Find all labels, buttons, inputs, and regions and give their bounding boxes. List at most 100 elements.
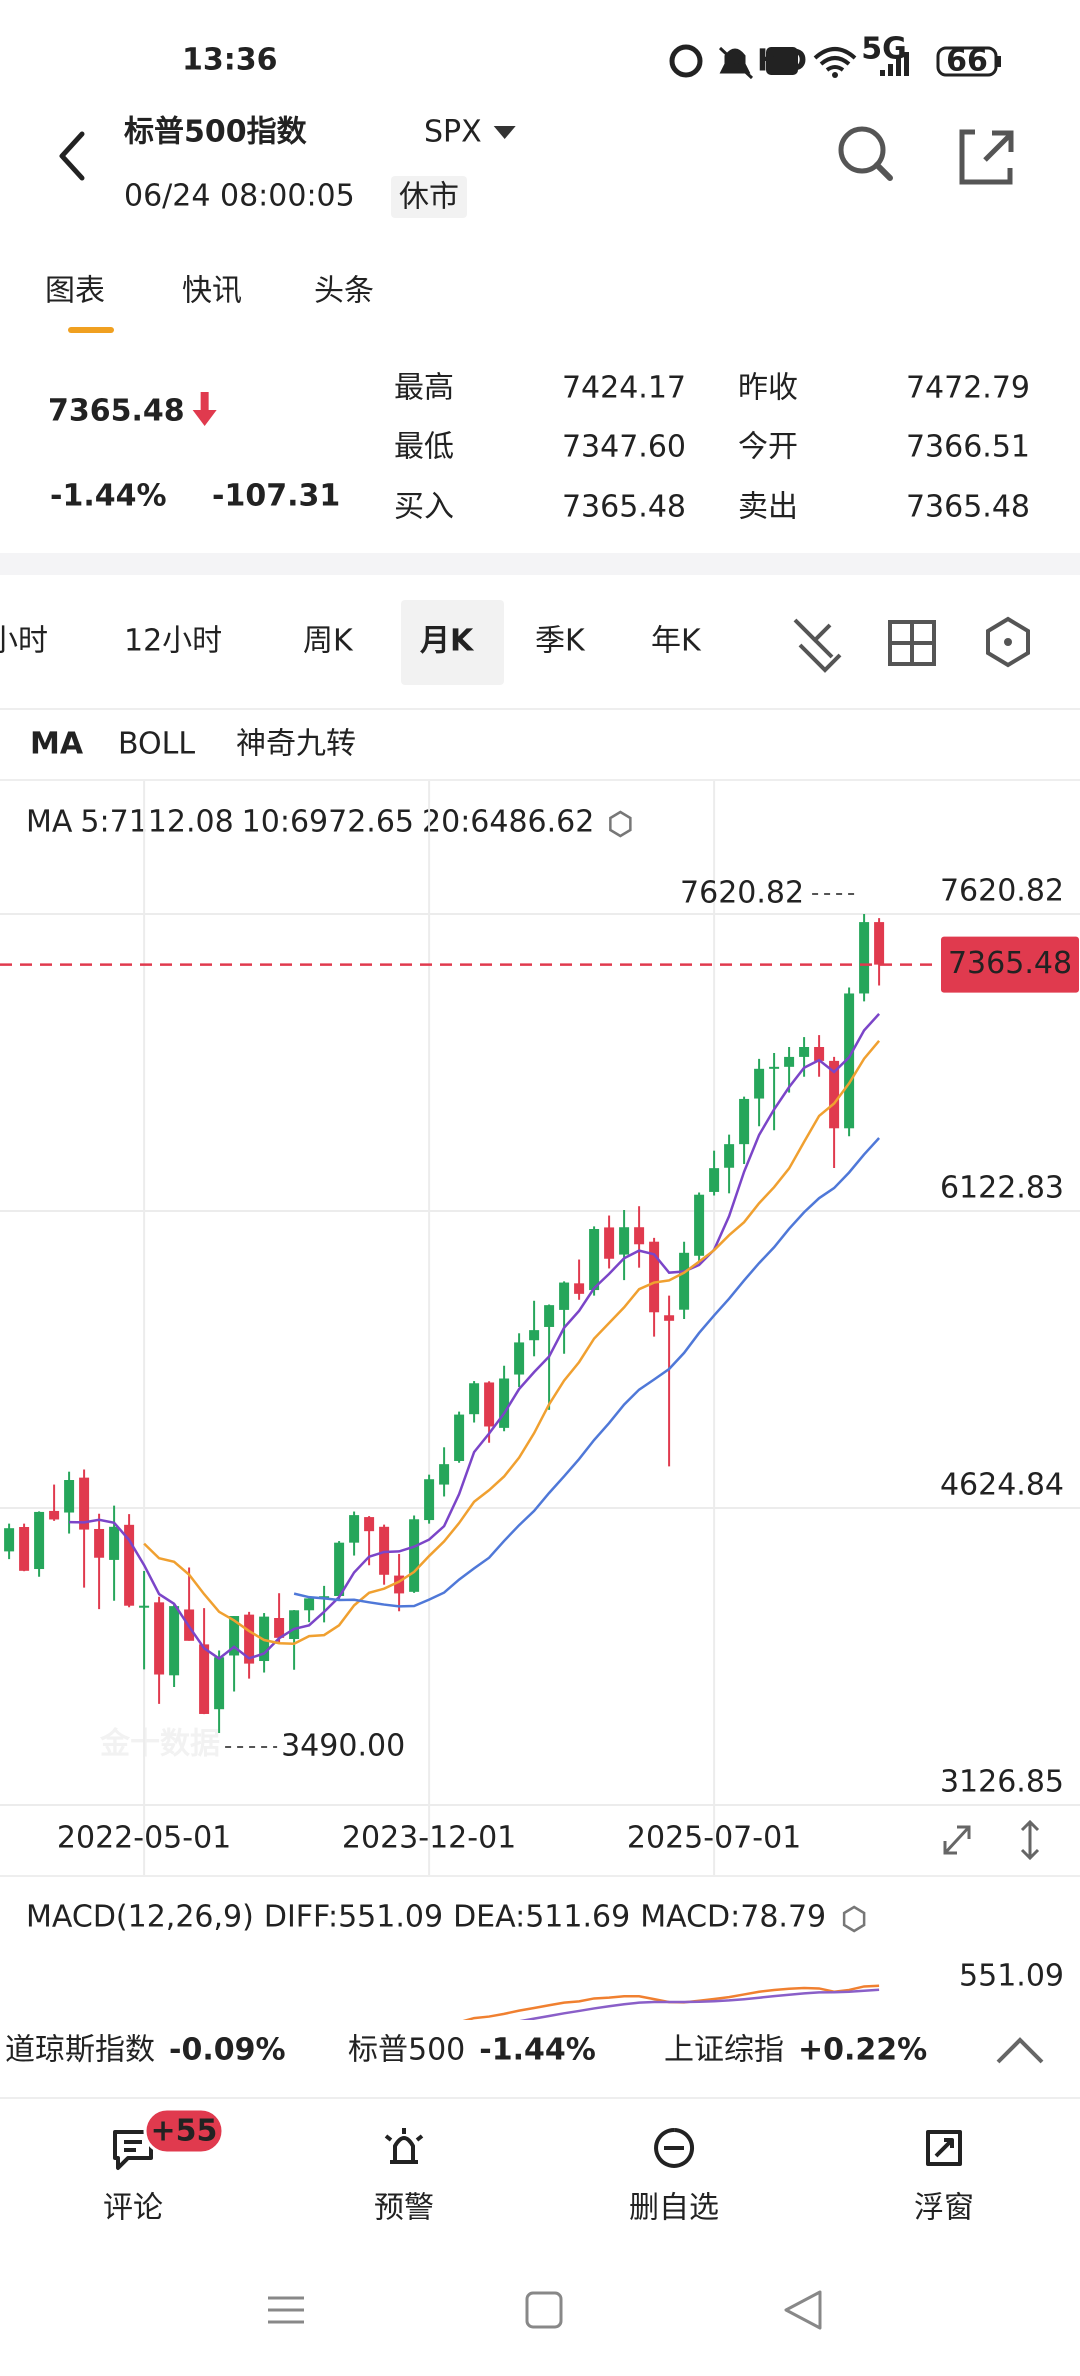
period-tab[interactable]: 小时 (0, 624, 48, 659)
symbol-dropdown[interactable] (493, 126, 516, 139)
period-tab[interactable]: 年K (651, 624, 702, 659)
sys-home[interactable] (525, 2291, 563, 2329)
ticker-change[interactable]: -1.44% (479, 2033, 596, 2068)
badge-text: +55 (151, 2114, 218, 2149)
indicator-tab[interactable]: BOLL (118, 727, 195, 762)
x-tick-label: 2022-05-01 (57, 1821, 231, 1856)
status-time: 13:36 (182, 43, 278, 78)
candle-body (724, 1144, 735, 1168)
candle-body (349, 1515, 360, 1543)
candle-body (364, 1517, 375, 1532)
candle-body (244, 1614, 255, 1664)
ticker-expand[interactable] (996, 2037, 1044, 2064)
quote-value: 7365.48 (562, 490, 686, 525)
settings-icon[interactable] (986, 616, 1030, 668)
share-icon[interactable] (959, 129, 1014, 185)
candle-body (634, 1227, 645, 1245)
indicator-tab[interactable]: 神奇九转 (236, 727, 356, 762)
macd-legend: DEA:511.69 (453, 1900, 630, 1935)
candle-body (679, 1252, 690, 1310)
ticker-name[interactable]: 道琼斯指数 (5, 2033, 155, 2068)
page-title: 标普500指数 (124, 115, 308, 150)
quote-value: 7365.48 (906, 490, 1030, 525)
nav-label[interactable]: 浮窗 (914, 2191, 974, 2226)
macd-settings[interactable] (842, 1905, 866, 1933)
legend-entry: 10:6972.65 (242, 805, 414, 840)
draw-tool-icon[interactable] (793, 618, 842, 673)
quote-label: 最低 (394, 430, 454, 465)
candle-body (4, 1528, 15, 1552)
nav-icon[interactable] (384, 2128, 424, 2164)
candle-body (499, 1378, 510, 1428)
ticker-change[interactable]: +0.22% (798, 2033, 927, 2068)
period-tab[interactable]: 月K (420, 624, 475, 659)
candle-body (694, 1194, 705, 1256)
macd-line (462, 1984, 880, 2020)
y-tick-label: 4624.84 (940, 1468, 1064, 1503)
watermark: 金十数据 (99, 1727, 220, 1762)
ticker-name[interactable]: 上证综指 (664, 2033, 784, 2068)
nav-icon[interactable] (654, 2128, 695, 2168)
expand-icon[interactable] (943, 1825, 971, 1855)
candle-body (334, 1542, 345, 1596)
legend-entry: 5:7112.08 (80, 805, 233, 840)
candle-body (289, 1610, 300, 1640)
y-tick-label: 6122.83 (940, 1171, 1064, 1206)
tab[interactable]: 头条 (314, 274, 374, 309)
candle-body (649, 1241, 660, 1313)
candle-body (784, 1056, 795, 1067)
change-pct: -1.44% (50, 479, 167, 514)
period-active-bg (401, 600, 504, 685)
candle-body (844, 993, 855, 1129)
last-price-box (941, 936, 1079, 993)
ticker-name[interactable]: 标普500 (348, 2033, 465, 2068)
scale-icon[interactable] (1020, 1819, 1040, 1861)
sys-back[interactable] (784, 2290, 822, 2330)
quote-value: 7366.51 (906, 430, 1030, 465)
settings-dot (1004, 638, 1012, 646)
ticker-change[interactable]: -0.09% (169, 2033, 286, 2068)
candle-body (814, 1047, 825, 1061)
candle-body (664, 1315, 675, 1321)
back-button[interactable] (59, 131, 85, 181)
candle-body (589, 1229, 600, 1291)
nav-label[interactable]: 删自选 (629, 2191, 719, 2226)
period-tab[interactable]: 季K (535, 624, 586, 659)
battery-tip (997, 56, 1001, 67)
search-icon[interactable] (838, 126, 886, 174)
y-tick-label: 7620.82 (940, 874, 1064, 909)
sys-menu[interactable] (268, 2296, 304, 2324)
change: -107.31 (212, 479, 340, 514)
nav-icon[interactable] (926, 2130, 962, 2166)
period-tab[interactable]: 12小时 (124, 624, 222, 659)
candle-body (484, 1382, 495, 1427)
candle-body (304, 1598, 315, 1611)
indicator-tab[interactable]: MA (30, 727, 84, 762)
candle-body (454, 1414, 465, 1461)
hd-text: HD (757, 44, 807, 79)
tab[interactable]: 快讯 (182, 274, 242, 309)
legend-settings[interactable] (609, 810, 632, 838)
candle-body (619, 1227, 630, 1255)
hd-badge (766, 47, 798, 75)
quote-label: 卖出 (738, 490, 798, 525)
candle-body (424, 1479, 435, 1521)
symbol[interactable]: SPX (424, 115, 482, 150)
high-mark-label: 7620.82 (680, 876, 804, 911)
candle-body (469, 1383, 480, 1415)
macd-legend: MACD:78.79 (640, 1900, 826, 1935)
tab[interactable]: 图表 (45, 274, 105, 309)
candle-body (139, 1605, 150, 1608)
signal-bar (880, 70, 885, 76)
nav-label[interactable]: 预警 (374, 2191, 434, 2226)
quote-label: 今开 (738, 430, 798, 465)
nav-label[interactable]: 评论 (103, 2191, 163, 2226)
candle-body (439, 1464, 450, 1485)
candle-body (109, 1526, 120, 1560)
timestamp: 06/24 08:00:05 (124, 179, 355, 214)
period-tab[interactable]: 周K (303, 624, 354, 659)
layout-icon[interactable] (888, 620, 936, 666)
candle-body (514, 1342, 525, 1375)
mute-icon (718, 46, 754, 80)
